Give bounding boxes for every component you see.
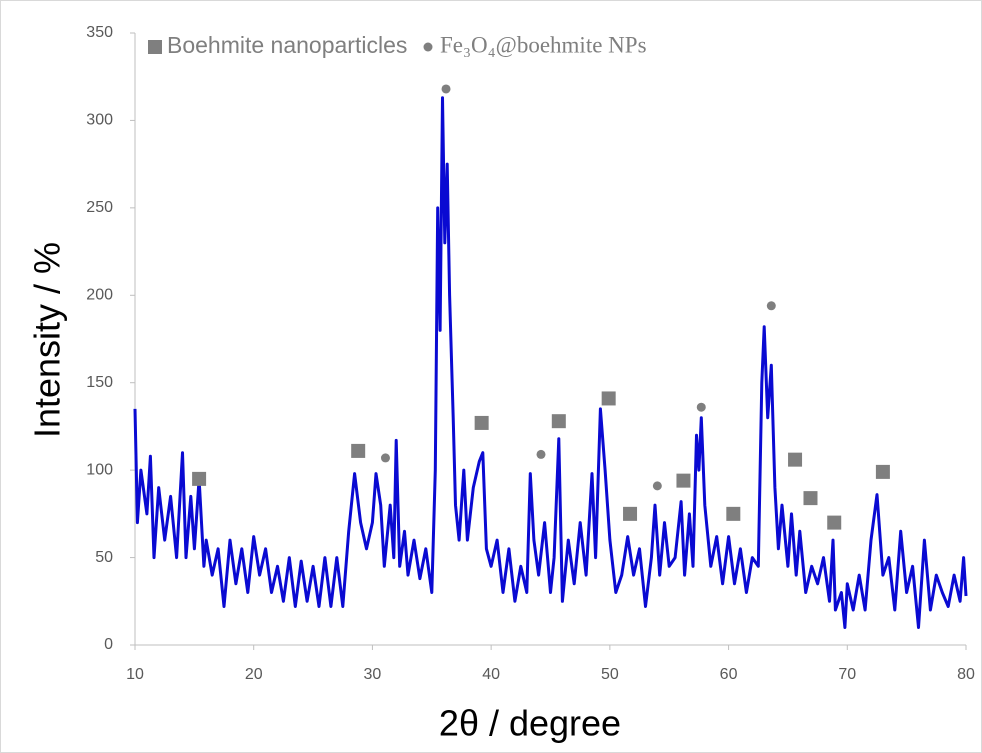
x-tick-label: 10 — [126, 666, 144, 683]
peak-marker — [441, 84, 451, 94]
x-tick-label: 70 — [838, 666, 856, 683]
legend-symbol — [148, 40, 162, 54]
peak-marker — [652, 481, 662, 491]
x-tick-label: 60 — [720, 666, 738, 683]
peak-marker — [803, 491, 818, 506]
data-line — [133, 96, 968, 629]
peak-marker — [726, 506, 741, 521]
x-tick-label: 80 — [957, 666, 975, 683]
peak-marker — [766, 301, 776, 311]
legend-symbol — [423, 42, 433, 52]
x-tick-label: 30 — [364, 666, 382, 683]
y-tick-label: 0 — [104, 636, 113, 653]
peak-marker — [192, 471, 207, 486]
x-tick-label: 50 — [601, 666, 619, 683]
y-tick-label: 300 — [86, 112, 113, 129]
legend-label: Fe₃O₄@boehmite NPs — [440, 32, 647, 57]
x-tick-label: 40 — [482, 666, 500, 683]
legend-label: Boehmite nanoparticles — [167, 32, 407, 58]
peak-marker — [827, 515, 842, 530]
peak-marker — [380, 453, 390, 463]
peak-marker — [696, 402, 706, 412]
peak-marker — [875, 464, 890, 479]
y-tick-label: 150 — [86, 374, 113, 391]
y-tick-label: 350 — [86, 24, 113, 41]
peak-marker — [351, 443, 366, 458]
peak-marker — [536, 449, 546, 459]
y-tick-label: 50 — [95, 549, 113, 566]
peak-marker — [601, 391, 616, 406]
y-tick-label: 250 — [86, 199, 113, 216]
peak-marker — [676, 473, 691, 488]
peak-marker — [551, 414, 566, 429]
y-tick-label: 200 — [86, 287, 113, 304]
x-tick-label: 20 — [245, 666, 263, 683]
x-axis-title: 2θ / degree — [439, 703, 621, 744]
peak-marker — [623, 506, 638, 521]
peak-marker — [474, 415, 489, 430]
y-tick-label: 100 — [86, 461, 113, 478]
y-axis-title: Intensity / % — [27, 242, 68, 438]
peak-marker — [788, 452, 803, 467]
